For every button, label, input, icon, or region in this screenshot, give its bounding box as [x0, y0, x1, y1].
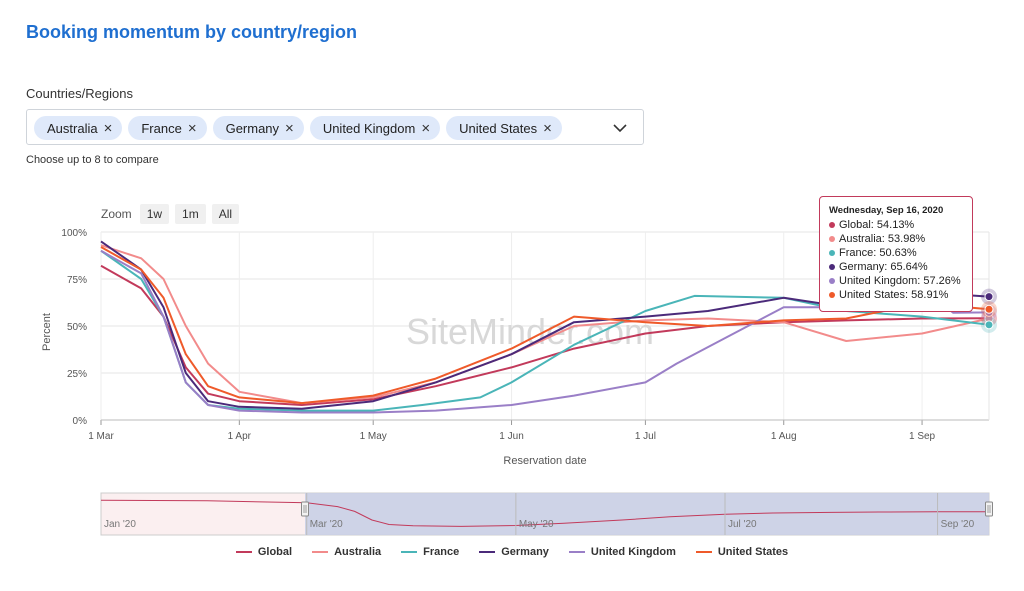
legend-label: Australia	[334, 546, 382, 558]
tooltip-dot-icon	[829, 236, 835, 242]
tooltip-row: France: 50.63%	[829, 246, 964, 260]
legend-item-global[interactable]: Global	[235, 546, 293, 558]
chart-legend: Global Australia France Germany United Kingd…	[0, 546, 1024, 558]
x-tick-label: 1 Aug	[771, 431, 797, 442]
x-tick-label: 1 May	[360, 431, 387, 442]
chip-france[interactable]: France ×	[128, 116, 207, 140]
x-tick-label: 1 Jun	[499, 431, 523, 442]
tooltip-text: United States: 58.91%	[839, 289, 949, 301]
x-tick-label: 1 Mar	[88, 431, 114, 442]
legend-item-australia[interactable]: Australia	[312, 546, 381, 558]
chip-label: United States	[459, 120, 538, 136]
tooltip-row: Germany: 65.64%	[829, 260, 964, 274]
legend-label: France	[423, 546, 460, 558]
y-tick-label: 75%	[67, 275, 87, 286]
legend-line-icon	[695, 551, 712, 553]
tooltip-row: Australia: 53.98%	[829, 232, 964, 246]
navigator-label: Jul '20	[728, 519, 757, 530]
legend-line-icon	[312, 551, 329, 553]
legend-label: United Kingdom	[590, 546, 676, 558]
legend-label: Germany	[501, 546, 549, 558]
navigator-label: Sep '20	[941, 519, 975, 530]
navigator-right-handle[interactable]	[985, 501, 993, 517]
y-tick-label: 50%	[67, 322, 87, 333]
page-title: Booking momentum by country/region	[26, 22, 358, 42]
data-point-france[interactable]	[984, 320, 994, 330]
data-point-united-states[interactable]	[984, 304, 994, 314]
tooltip-row: United States: 58.91%	[829, 288, 964, 302]
navigator-label: May '20	[519, 519, 554, 530]
chevron-down-icon[interactable]	[611, 119, 629, 137]
y-tick-label: 25%	[67, 369, 87, 380]
tooltip-row: Global: 54.13%	[829, 218, 964, 232]
close-icon[interactable]: ×	[187, 119, 197, 137]
tooltip-dot-icon	[829, 264, 835, 270]
navigator-left-handle[interactable]	[301, 501, 309, 517]
close-icon[interactable]: ×	[103, 119, 113, 137]
tooltip-dot-icon	[829, 278, 835, 284]
legend-item-france[interactable]: France	[401, 546, 459, 558]
legend-label: Global	[257, 546, 293, 558]
legend-item-germany[interactable]: Germany	[479, 546, 549, 558]
close-icon[interactable]: ×	[421, 119, 431, 137]
x-tick-label: 1 Jul	[635, 431, 656, 442]
chip-label: United Kingdom	[322, 120, 416, 136]
legend-line-icon	[401, 551, 418, 553]
x-tick-label: 1 Sep	[909, 431, 936, 442]
tooltip-text: Australia: 53.98%	[839, 233, 926, 245]
tooltip-text: Global: 54.13%	[839, 219, 915, 231]
chip-germany[interactable]: Germany ×	[212, 116, 304, 140]
navigator-selection[interactable]	[305, 493, 989, 535]
tooltip-dot-icon	[829, 292, 835, 298]
tooltip-dot-icon	[829, 222, 835, 228]
navigator-label: Jan '20	[104, 519, 136, 530]
data-point-germany[interactable]	[984, 292, 994, 302]
chip-label: Germany	[225, 120, 280, 136]
x-axis-title: Reservation date	[503, 455, 586, 467]
chip-australia[interactable]: Australia ×	[34, 116, 123, 140]
x-tick-label: 1 Apr	[228, 431, 252, 442]
country-selector[interactable]: Australia × France × Germany × United Kingdom ×…	[26, 109, 644, 145]
series-line-united-states[interactable]	[100, 246, 990, 405]
legend-item-united-states[interactable]: United States	[695, 546, 789, 558]
tooltip-text: Germany: 65.64%	[839, 261, 928, 273]
tooltip-date: Wednesday, Sep 16, 2020	[829, 205, 944, 216]
close-icon[interactable]: ×	[543, 119, 552, 137]
chart-tooltip: Wednesday, Sep 16, 2020 Global: 54.13% Au…	[819, 196, 973, 312]
y-tick-label: 100%	[61, 228, 87, 239]
tooltip-text: France: 50.63%	[839, 247, 917, 259]
selector-label: Countries/Regions	[26, 86, 133, 101]
tooltip-dot-icon	[829, 250, 835, 256]
navigator-label: Mar '20	[310, 519, 343, 530]
legend-item-united-kingdom[interactable]: United Kingdom	[568, 546, 676, 558]
chip-united-kingdom[interactable]: United Kingdom ×	[309, 116, 441, 140]
zoom-1w-button[interactable]: 1w	[139, 204, 170, 224]
chip-united-states[interactable]: United States ×	[446, 116, 562, 140]
tooltip-row: United Kingdom: 57.26%	[829, 274, 964, 288]
close-icon[interactable]: ×	[285, 119, 294, 137]
y-tick-label: 0%	[73, 416, 88, 427]
zoom-1m-button[interactable]: 1m	[175, 204, 206, 224]
zoom-all-button[interactable]: All	[211, 204, 240, 224]
zoom-controls: Zoom 1w 1m All	[101, 204, 240, 224]
legend-line-icon	[479, 551, 496, 553]
zoom-label: Zoom	[101, 207, 132, 221]
legend-line-icon	[235, 551, 252, 553]
selector-hint: Choose up to 8 to compare	[26, 154, 159, 166]
chip-label: France	[141, 120, 182, 136]
tooltip-text: United Kingdom: 57.26%	[839, 275, 961, 287]
chip-label: Australia	[47, 120, 98, 136]
legend-line-icon	[568, 551, 585, 553]
series-line-germany[interactable]	[100, 240, 990, 410]
legend-label: United States	[717, 546, 789, 558]
y-axis-title: Percent	[41, 313, 53, 351]
